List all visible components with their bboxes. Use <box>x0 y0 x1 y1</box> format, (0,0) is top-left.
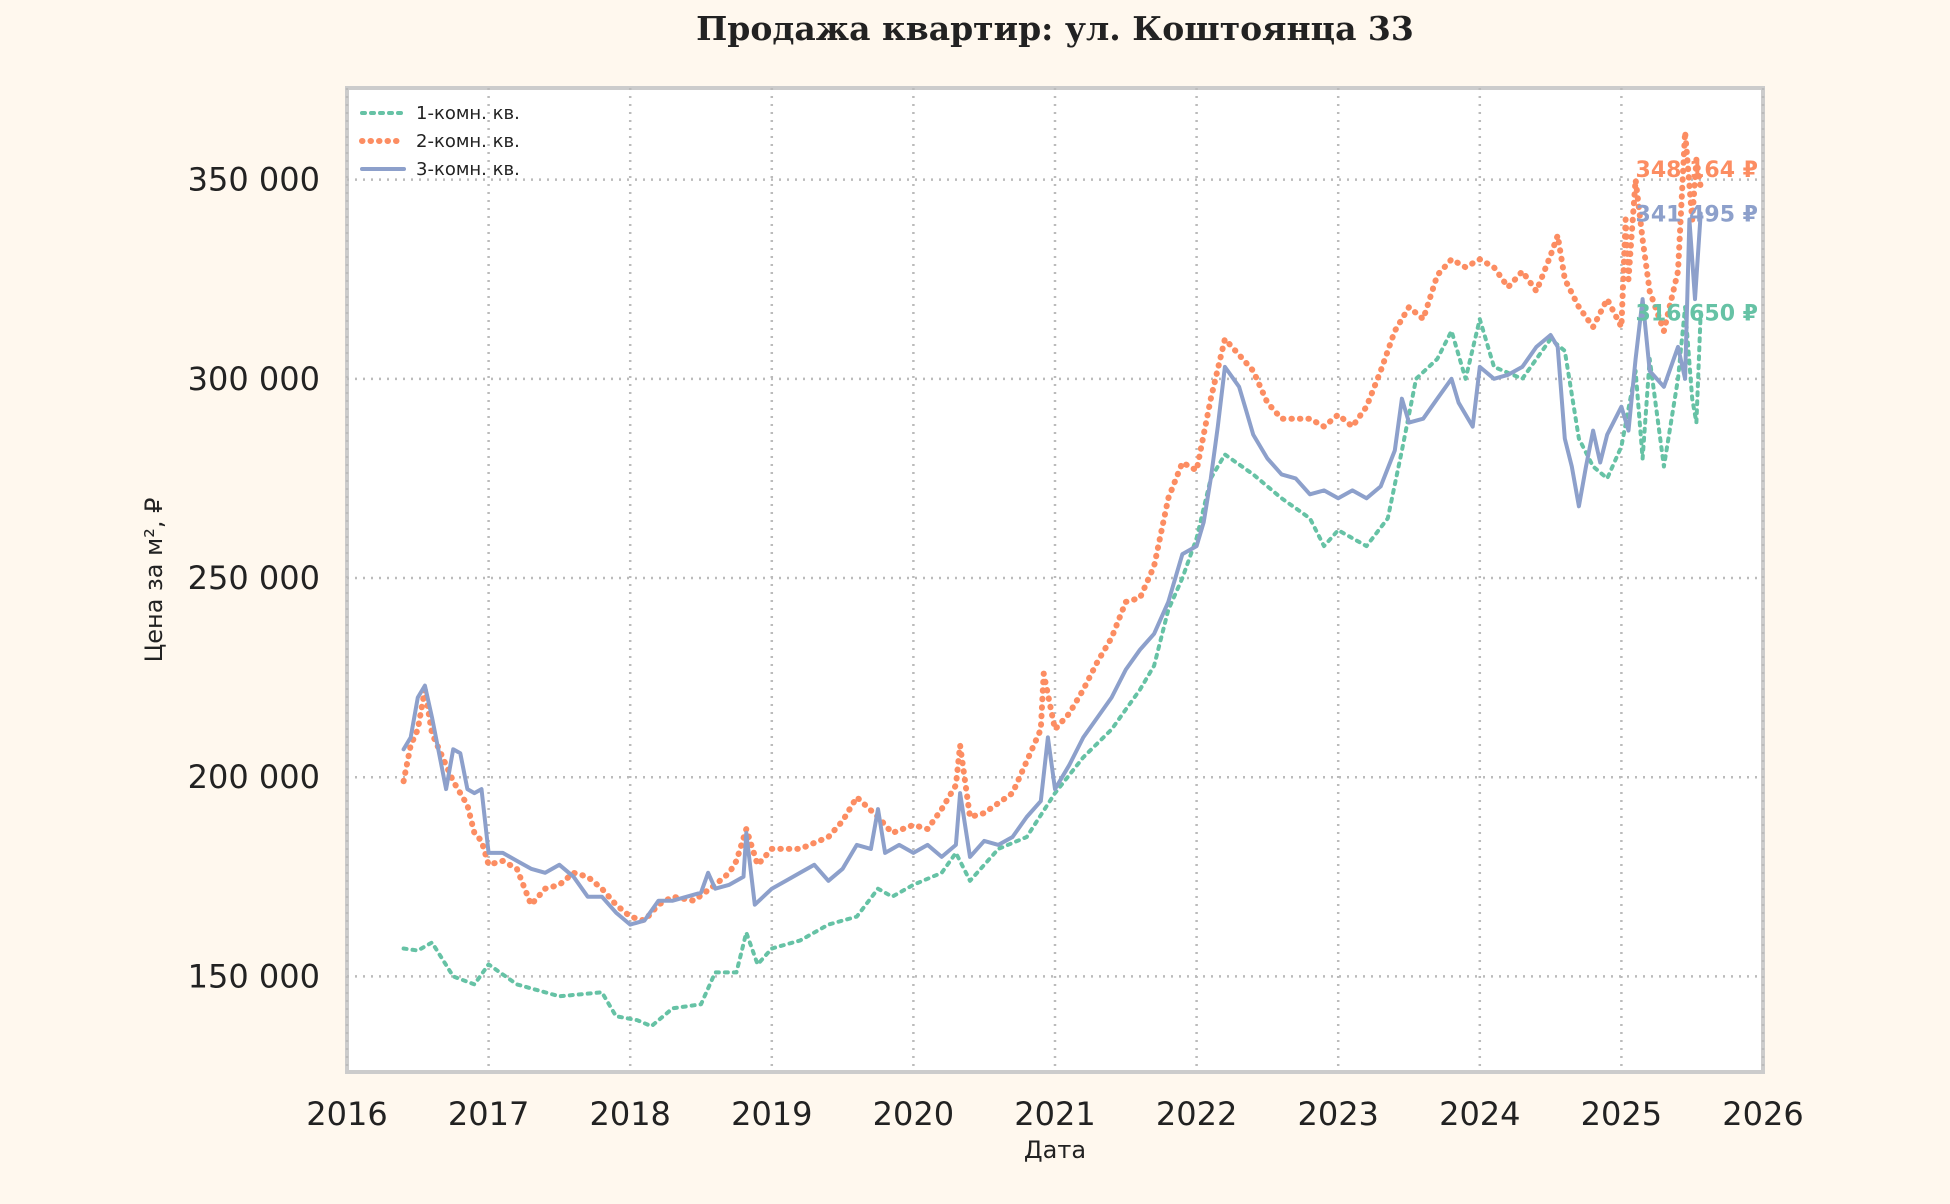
end-value-label: 316 650 ₽ <box>1636 301 1758 326</box>
y-axis-label: Цена за м², ₽ <box>140 498 168 663</box>
plot-area <box>345 86 1765 1074</box>
x-tick-label: 2018 <box>589 1095 670 1133</box>
y-tick-label: 300 000 <box>188 360 320 398</box>
x-tick-label: 2022 <box>1156 1095 1237 1133</box>
end-value-label: 348 164 ₽ <box>1636 158 1758 183</box>
y-tick-labels: 150 000 200 000 250 000 300 000 350 000 <box>188 161 320 996</box>
chart-title: Продажа квартир: ул. Коштоянца 33 <box>696 9 1414 48</box>
x-tick-labels: 2016 2017 2018 2019 2020 2021 2022 2023 2024 2025… <box>306 1095 1803 1133</box>
x-tick-label: 2020 <box>873 1095 954 1133</box>
series-line-3 <box>401 211 1703 927</box>
y-tick-label: 150 000 <box>188 957 320 995</box>
x-tick-label: 2019 <box>731 1095 812 1133</box>
x-tick-label: 2017 <box>448 1095 529 1133</box>
y-tick-label: 350 000 <box>188 161 320 199</box>
x-tick-label: 2021 <box>1014 1095 1095 1133</box>
x-tick-label: 2016 <box>306 1095 387 1133</box>
end-labels: 316 650 ₽ 348 164 ₽ 341 495 ₽ <box>1636 158 1758 327</box>
y-tick-label: 250 000 <box>188 559 320 597</box>
y-tick-label: 200 000 <box>188 758 320 796</box>
legend-label: 2-комн. кв. <box>416 131 520 152</box>
x-tick-label: 2024 <box>1439 1095 1520 1133</box>
x-tick-label: 2023 <box>1297 1095 1378 1133</box>
series-line-2 <box>400 128 1704 924</box>
end-value-label: 341 495 ₽ <box>1636 203 1758 228</box>
legend-label: 3-комн. кв. <box>416 159 520 180</box>
series-layer <box>400 128 1704 1029</box>
legend-label: 1-комн. кв. <box>416 103 520 124</box>
series-line-1 <box>401 305 1703 1029</box>
x-axis-label: Дата <box>1024 1136 1086 1164</box>
legend: 1-комн. кв. 2-комн. кв. 3-комн. кв. <box>359 103 520 180</box>
x-tick-label: 2026 <box>1722 1095 1803 1133</box>
x-tick-label: 2025 <box>1581 1095 1662 1133</box>
